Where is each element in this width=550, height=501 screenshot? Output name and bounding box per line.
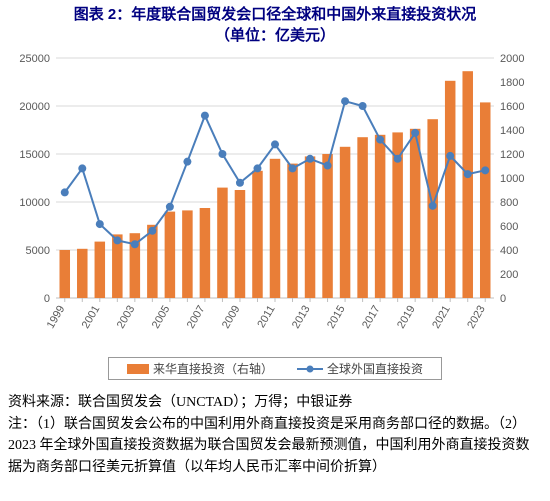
svg-text:20000: 20000 — [19, 101, 50, 113]
svg-text:2013: 2013 — [290, 304, 313, 331]
svg-text:1000: 1000 — [500, 173, 524, 185]
svg-text:2000: 2000 — [500, 53, 524, 65]
svg-text:25000: 25000 — [19, 53, 50, 65]
legend-line-label: 全球外国直接投资 — [327, 360, 423, 377]
svg-text:0: 0 — [44, 293, 50, 305]
svg-text:15000: 15000 — [19, 149, 50, 161]
svg-text:2021: 2021 — [430, 304, 453, 331]
svg-text:2023: 2023 — [465, 304, 488, 331]
svg-text:1999: 1999 — [45, 304, 68, 331]
line-swatch-icon — [297, 368, 323, 370]
svg-text:2001: 2001 — [80, 304, 103, 331]
legend-item-bar: 来华直接投资（右轴） — [127, 360, 273, 377]
svg-text:2005: 2005 — [150, 304, 173, 331]
legend-bar-label: 来华直接投资（右轴） — [153, 360, 273, 377]
chart-area: 0 5000 10000 15000 20000 25000 0 200 400 600 800 10… — [8, 50, 542, 390]
svg-text:2017: 2017 — [360, 304, 383, 331]
svg-text:2019: 2019 — [395, 304, 418, 331]
bar-swatch-icon — [127, 364, 149, 374]
svg-text:5000: 5000 — [26, 245, 50, 257]
svg-text:200: 200 — [500, 269, 518, 281]
svg-text:2007: 2007 — [185, 304, 208, 331]
svg-text:2003: 2003 — [115, 304, 138, 331]
svg-text:1800: 1800 — [500, 77, 524, 89]
legend: 来华直接投资（右轴） 全球外国直接投资 — [108, 357, 442, 380]
chart-title: 图表 2：年度联合国贸发会口径全球和中国外来直接投资状况 （单位：亿美元） — [8, 4, 542, 46]
title-line-1: 图表 2：年度联合国贸发会口径全球和中国外来直接投资状况 — [8, 4, 542, 25]
svg-text:800: 800 — [500, 197, 518, 209]
svg-text:400: 400 — [500, 245, 518, 257]
svg-text:2009: 2009 — [220, 304, 243, 331]
figure-container: 图表 2：年度联合国贸发会口径全球和中国外来直接投资状况 （单位：亿美元） 0 5… — [0, 0, 550, 483]
svg-text:600: 600 — [500, 221, 518, 233]
note-line: 注：（1）联合国贸发会公布的中国利用外商直接投资是采用商务部口径的数据。（2）2… — [8, 414, 542, 479]
legend-item-line: 全球外国直接投资 — [297, 360, 423, 377]
chart-svg: 0 5000 10000 15000 20000 25000 0 200 400 600 800 10… — [8, 50, 542, 350]
svg-text:1600: 1600 — [500, 101, 524, 113]
footnotes: 资料来源：联合国贸发会（UNCTAD）；万得；中银证券 注：（1）联合国贸发会公… — [8, 392, 542, 479]
svg-text:2015: 2015 — [325, 304, 348, 331]
title-line-2: （单位：亿美元） — [8, 25, 542, 46]
svg-text:0: 0 — [500, 293, 506, 305]
svg-text:2011: 2011 — [255, 304, 277, 330]
svg-text:1400: 1400 — [500, 125, 524, 137]
source-line: 资料来源：联合国贸发会（UNCTAD）；万得；中银证券 — [8, 392, 542, 414]
svg-text:1200: 1200 — [500, 149, 524, 161]
svg-text:10000: 10000 — [19, 197, 50, 209]
